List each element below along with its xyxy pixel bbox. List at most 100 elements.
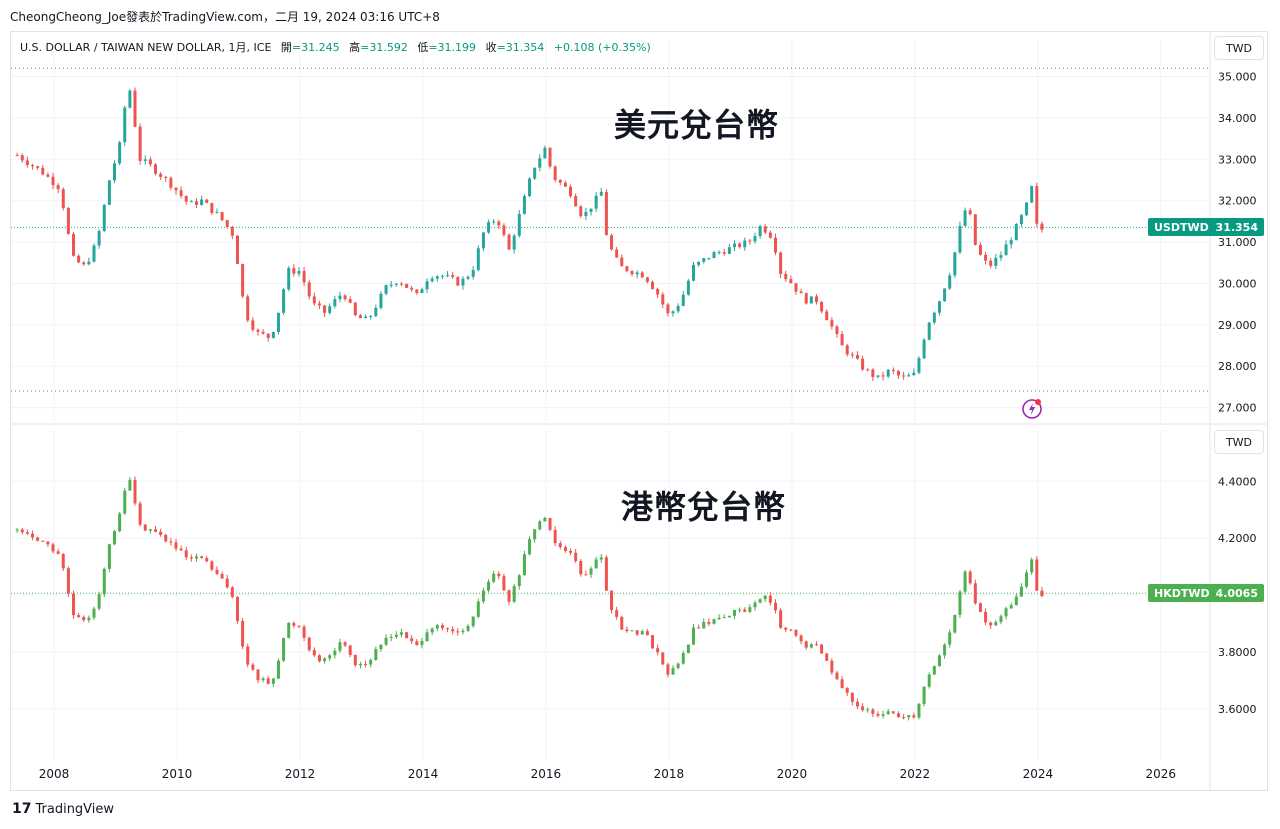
- candle-body: [702, 258, 706, 262]
- candle-body: [492, 221, 496, 223]
- y-tick-label: 31.000: [1218, 236, 1257, 249]
- candle-body: [307, 282, 311, 297]
- candle-body: [779, 610, 783, 628]
- candle-body: [348, 645, 352, 656]
- candle-body: [435, 625, 439, 629]
- y-tick-label: 3.6000: [1218, 703, 1257, 716]
- candle-body: [297, 625, 301, 627]
- candle-body: [133, 479, 137, 504]
- candle-body: [251, 664, 255, 670]
- candle-body: [415, 289, 419, 293]
- candle-body: [92, 608, 96, 618]
- candle-body: [225, 220, 229, 227]
- candle-body: [937, 655, 941, 667]
- legend-open-label: 開: [280, 41, 292, 54]
- candle-body: [425, 632, 429, 641]
- candle-body: [615, 610, 619, 617]
- candle-body: [159, 173, 163, 177]
- candle-body: [732, 610, 736, 616]
- candle-body: [497, 573, 501, 577]
- candle-body: [727, 615, 731, 618]
- candle-body: [978, 603, 982, 612]
- candle-body: [948, 632, 952, 645]
- candle-body: [543, 147, 547, 159]
- candle-body: [958, 225, 962, 253]
- candle-body: [814, 644, 818, 646]
- candle-body: [456, 631, 460, 633]
- candle-body: [215, 212, 219, 214]
- candle-body: [312, 296, 316, 304]
- candle-body: [594, 559, 598, 569]
- candle-body: [927, 322, 931, 340]
- candle-body: [912, 715, 916, 718]
- legend-low: =31.199: [428, 41, 477, 54]
- candle-body: [640, 272, 644, 278]
- lightning-alert-icon[interactable]: [1021, 397, 1043, 419]
- candle-body: [763, 226, 767, 233]
- candle-body: [891, 369, 895, 371]
- bottom-annotation: 港幣兌台幣: [621, 488, 787, 526]
- candle-body: [471, 616, 475, 627]
- y-tick-label: 32.000: [1218, 195, 1257, 208]
- candle-body: [861, 706, 865, 711]
- candle-body: [200, 199, 204, 205]
- candle-body: [804, 293, 808, 304]
- candle-body: [41, 540, 45, 542]
- candle-body: [563, 182, 567, 187]
- candle-body: [451, 629, 455, 632]
- candle-body: [271, 331, 275, 338]
- candle-body: [338, 295, 342, 300]
- candle-body: [722, 252, 726, 254]
- candle-body: [574, 552, 578, 562]
- candle-body: [907, 715, 911, 718]
- candle-body: [522, 196, 526, 215]
- candle-body: [128, 90, 132, 108]
- candle-body: [394, 634, 398, 637]
- candle-body: [748, 607, 752, 612]
- candle-body: [338, 642, 342, 651]
- candle-body: [343, 295, 347, 300]
- candle-body: [927, 674, 931, 687]
- candle-body: [282, 289, 286, 313]
- y-tick-label: 3.8000: [1218, 646, 1257, 659]
- candle-body: [661, 294, 665, 305]
- candle-body: [25, 532, 29, 534]
- candle-body: [241, 621, 245, 647]
- candle-body: [82, 617, 86, 621]
- candle-body: [968, 571, 972, 584]
- candle-body: [282, 638, 286, 661]
- candle-body: [743, 240, 747, 248]
- candle-body: [374, 307, 378, 316]
- candle-body: [645, 277, 649, 282]
- candle-body: [364, 664, 368, 666]
- bottom-currency-button[interactable]: TWD: [1214, 430, 1264, 454]
- candle-body: [369, 659, 373, 665]
- candle-body: [297, 271, 301, 274]
- hkd-price-tag: HKDTWD 4.0065: [1148, 584, 1264, 603]
- candle-body: [118, 513, 122, 532]
- candle-body: [379, 644, 383, 650]
- candle-body: [589, 568, 593, 575]
- candle-body: [635, 272, 639, 275]
- candle-body: [558, 179, 562, 183]
- candle-body: [881, 375, 885, 377]
- candle-body: [886, 369, 890, 377]
- candle-body: [261, 678, 265, 681]
- candle-body: [717, 617, 721, 620]
- candle-body: [107, 544, 111, 569]
- tradingview-brand[interactable]: 𝟭𝟳 TradingView: [12, 801, 114, 817]
- candle-body: [251, 320, 255, 330]
- candle-body: [25, 160, 29, 166]
- candle-body: [651, 635, 655, 649]
- candle-body: [133, 90, 137, 127]
- y-tick-label: 27.000: [1218, 402, 1257, 415]
- candle-body: [97, 594, 101, 609]
- x-tick-label: 2010: [162, 767, 193, 781]
- candle-body: [405, 632, 409, 639]
- candle-body: [968, 210, 972, 215]
- candle-body: [302, 626, 306, 638]
- candle-body: [1004, 608, 1008, 617]
- candle-body: [835, 326, 839, 335]
- top-currency-button[interactable]: TWD: [1214, 36, 1264, 60]
